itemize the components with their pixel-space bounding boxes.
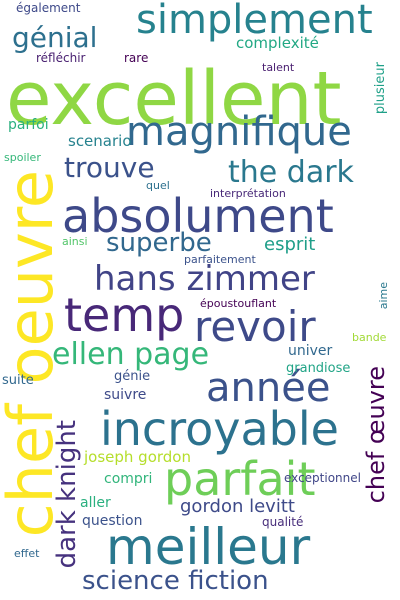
word: suite	[2, 373, 34, 388]
word: revoir	[194, 302, 316, 351]
word: the dark	[228, 155, 354, 190]
word: univer	[288, 343, 333, 359]
word: parfait	[164, 452, 316, 506]
word: science fiction	[82, 566, 269, 596]
word: effet	[14, 547, 40, 560]
word: compri	[104, 471, 153, 487]
word: joseph gordon	[84, 448, 191, 466]
word: génie	[114, 369, 151, 384]
word: superbe	[106, 228, 212, 258]
word: suivre	[104, 387, 147, 403]
word: parfoi	[8, 117, 49, 133]
word: esprit	[264, 234, 316, 255]
word: ellen page	[52, 337, 210, 372]
word: talent	[262, 61, 295, 74]
word: aime	[377, 282, 390, 310]
word: chef œuvre	[362, 366, 390, 504]
word: absolument	[62, 189, 334, 243]
word: spoiler	[4, 151, 41, 164]
word: exceptionnel	[284, 471, 361, 485]
word: année	[206, 365, 331, 411]
word: bande	[352, 331, 387, 344]
word: incroyable	[100, 402, 339, 456]
word: temp	[64, 288, 185, 342]
word: question	[82, 513, 143, 529]
word: simplement	[136, 0, 373, 43]
word: qualité	[262, 515, 304, 529]
word: meilleur	[106, 518, 311, 576]
word: grandiose	[286, 361, 351, 376]
word: scenario	[68, 132, 132, 150]
word: réfléchir	[36, 51, 86, 65]
word: hans zimmer	[94, 259, 315, 299]
word: magnifique	[126, 109, 352, 155]
word: gordon levitt	[180, 496, 295, 517]
word: complexité	[236, 34, 319, 52]
word: dark knight	[52, 420, 82, 569]
word: excellent	[6, 56, 342, 142]
word: interprétation	[210, 187, 286, 200]
word: rare	[124, 51, 149, 65]
word: aller	[80, 495, 111, 511]
word: ainsi	[62, 235, 88, 248]
word: génial	[12, 21, 98, 54]
word: plusieur	[373, 62, 388, 115]
word: quel	[146, 179, 170, 192]
word: parfaitement	[184, 253, 256, 266]
word: époustouflant	[200, 297, 277, 310]
word: également	[16, 1, 81, 15]
word: trouve	[64, 151, 155, 184]
